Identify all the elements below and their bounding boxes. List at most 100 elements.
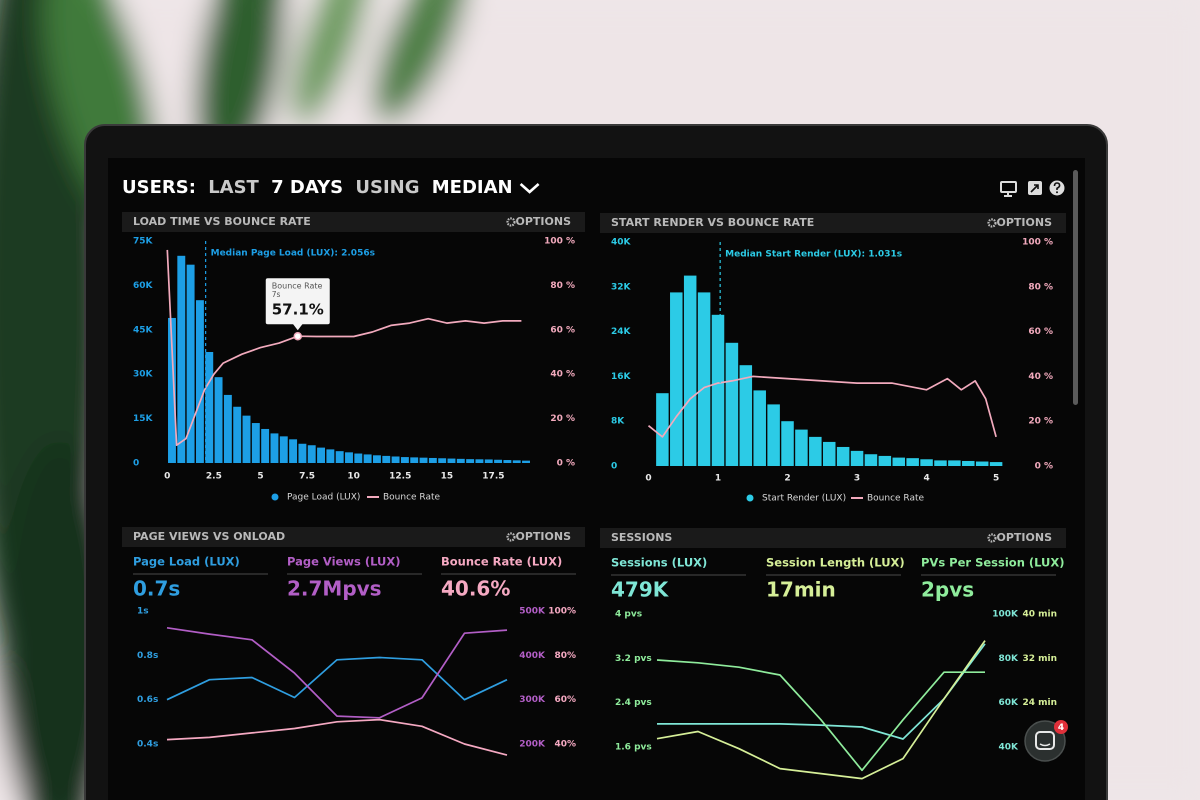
series-line (166, 626, 508, 719)
histogram-bar (767, 404, 780, 466)
histogram-bar (382, 455, 391, 463)
histogram-bar (372, 455, 381, 463)
kpi-value: 479K (611, 578, 670, 602)
tooltip-value: 57.1% (272, 301, 324, 319)
series-line (647, 375, 997, 438)
histogram-bar (261, 428, 270, 463)
histogram-bar (512, 460, 521, 463)
tooltip-box (265, 278, 330, 325)
histogram-bar (168, 317, 176, 463)
x-tick-label: 17.5 (482, 472, 504, 482)
y-tick-label: 0.8s (137, 651, 158, 661)
tooltip-title: Bounce Rate (272, 282, 323, 291)
chat-button[interactable] (1024, 720, 1066, 762)
y2-tick-label: 40K (999, 743, 1020, 753)
dashboard-title[interactable]: USERS: LAST 7 DAYS USING MEDIAN (122, 177, 513, 198)
histogram-bar (317, 447, 326, 463)
kpi-label: Page Load (LUX) (133, 555, 240, 569)
help-icon[interactable] (1049, 180, 1065, 196)
y2-tick-label: 60 % (1028, 327, 1053, 337)
y2-tick-label: 0 % (1035, 462, 1053, 472)
monitor-icon[interactable] (1000, 181, 1017, 197)
histogram-bar (683, 275, 697, 466)
y2-tick-label: 20 % (1028, 417, 1053, 427)
histogram-bar (307, 445, 316, 463)
tooltip-pointer (292, 323, 303, 331)
x-tick-label: 5 (257, 472, 263, 482)
y3-tick-label: 40 min (1022, 610, 1057, 620)
share-icon[interactable] (1028, 181, 1042, 195)
y2-tick-label: 100 % (544, 237, 575, 247)
kpi-value: 2.7Mpvs (287, 577, 382, 601)
x-tick-label: 15 (441, 472, 454, 482)
histogram-bar (335, 451, 344, 463)
kpi-value: 2pvs (921, 578, 974, 602)
x-tick-label: 12.5 (389, 472, 411, 482)
series-line (656, 640, 986, 780)
y-tick-label: 4 pvs (615, 610, 642, 620)
histogram-bar (410, 457, 419, 463)
histogram-bar (850, 450, 864, 466)
y-tick-label: 0.6s (137, 695, 158, 705)
options-button[interactable]: OPTIONS (997, 216, 1053, 229)
chart-panel: START RENDER VS BOUNCE RATE OPTIONS 40K 32K… (600, 213, 1066, 504)
legend-label: Bounce Rate (867, 494, 925, 504)
chart-panel: SESSIONS OPTIONS 4 pvs 3.2 pvs 2.4 pvs 1.6 pv… (600, 528, 1066, 780)
histogram-bar (205, 352, 214, 463)
histogram-bar (251, 423, 260, 463)
panel-title-bar (122, 212, 585, 232)
kpi-label: Bounce Rate (LUX) (441, 555, 562, 569)
tooltip-x: 7s (272, 290, 281, 299)
y2-tick-label: 80K (999, 654, 1020, 664)
panel-title-bar (122, 527, 585, 547)
histogram-bar (289, 439, 298, 463)
y2-tick-label: 40 % (1028, 372, 1053, 382)
histogram-bar (892, 457, 906, 466)
options-button[interactable]: OPTIONS (516, 215, 572, 228)
title-part: LAST (208, 177, 259, 198)
kpi-label: Page Views (LUX) (287, 555, 400, 569)
chat-widget[interactable]: 4 (1024, 720, 1068, 762)
scrollbar[interactable] (1073, 170, 1078, 405)
gear-icon[interactable] (506, 217, 516, 227)
y2-tick-label: 200K (519, 740, 546, 750)
chart-panel: PAGE VIEWS VS ONLOAD OPTIONS 1s 0.8s 0.6s 0.4… (122, 527, 585, 756)
y-tick-label: 32K (611, 282, 632, 292)
gear-icon[interactable] (506, 532, 516, 542)
histogram-bar (975, 461, 989, 466)
histogram-bar (739, 365, 753, 466)
y-tick-label: 1s (137, 607, 149, 617)
histogram-bar (711, 314, 725, 466)
y-tick-label: 1.6 pvs (615, 743, 652, 753)
histogram-bar (822, 441, 836, 466)
x-tick-label: 0 (164, 472, 170, 482)
x-tick-label: 7.5 (299, 472, 315, 482)
options-button[interactable]: OPTIONS (997, 531, 1053, 544)
y-tick-label: 8K (611, 417, 625, 427)
gear-icon[interactable] (987, 218, 997, 228)
tooltip-point (293, 331, 303, 341)
y-tick-label: 15K (133, 414, 154, 424)
histogram-bar (503, 460, 512, 463)
y-tick-label: 0.4s (137, 740, 158, 750)
chat-icon-smile (1039, 743, 1051, 747)
gear-icon[interactable] (987, 533, 997, 543)
y3-tick-label: 24 min (1022, 698, 1057, 708)
options-button[interactable]: OPTIONS (516, 530, 572, 543)
histogram-bar (326, 449, 335, 463)
histogram-bar (484, 459, 493, 463)
dropdown-chevron[interactable] (519, 183, 540, 194)
y2-tick-label: 80 % (1028, 282, 1053, 292)
histogram-bar (214, 377, 223, 463)
x-tick-label: 2 (784, 474, 790, 484)
histogram-bar (948, 460, 961, 466)
y-tick-label: 30K (133, 370, 154, 380)
histogram-bar (494, 459, 503, 463)
y-tick-label: 75K (133, 237, 154, 247)
histogram-bar (989, 462, 1003, 466)
x-tick-label: 10 (347, 472, 360, 482)
histogram-bar (475, 459, 484, 463)
y-tick-label: 0 (133, 459, 139, 469)
y2-tick-label: 20 % (550, 414, 575, 424)
